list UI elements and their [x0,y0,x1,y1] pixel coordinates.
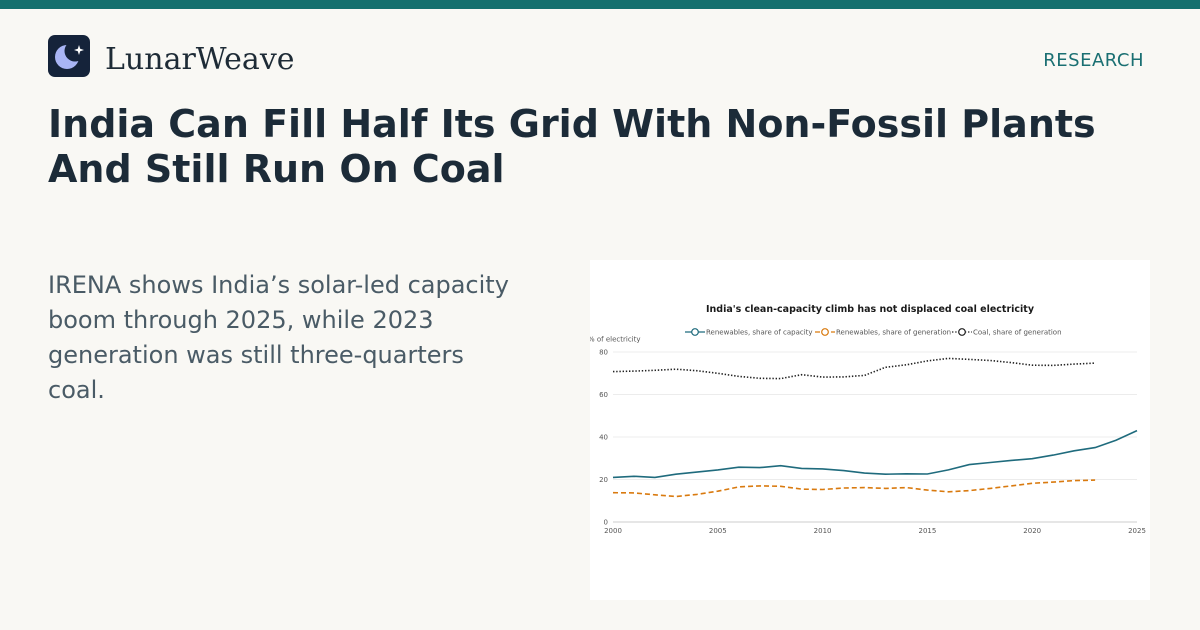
x-tick-label-2020: 2020 [1023,527,1041,535]
y-tick-label-20: 20 [599,476,608,484]
chart-card: India's clean-capacity climb has not dis… [590,260,1150,600]
category-tag[interactable]: RESEARCH [1043,50,1144,71]
y-axis-ticks: 0 20 40 60 80 [599,349,608,527]
legend-label-0: Renewables, share of capacity [706,329,813,337]
x-tick-label-2010: 2010 [814,527,832,535]
legend-item-0: Renewables, share of capacity [685,328,813,337]
article-subtitle: IRENA shows India’s solar-led capacity b… [48,271,509,404]
x-tick-label-2000: 2000 [604,527,622,535]
legend-label-1: Renewables, share of generation [836,329,951,337]
x-tick-label-2025: 2025 [1128,527,1146,535]
legend-item-1: Renewables, share of generation [815,328,951,337]
chart-legend: Renewables, share of capacity Renewables,… [685,328,1062,337]
y-tick-label-60: 60 [599,391,608,399]
brand-logo[interactable] [48,35,90,77]
legend-marker-2 [958,328,966,336]
legend-marker-1 [821,328,829,336]
chart-series [612,357,1138,498]
legend-marker-0 [691,328,699,336]
article-headline: India Can Fill Half Its Grid With Non-Fo… [48,102,1096,191]
chart-grid [613,351,1137,523]
y-tick-label-80: 80 [599,349,608,357]
chart-title: India's clean-capacity climb has not dis… [706,304,1035,315]
legend-item-2: Coal, share of generation [952,328,1062,337]
y-axis-label: % of electricity [590,336,641,344]
y-tick-label-40: 40 [599,434,608,442]
legend-label-2: Coal, share of generation [973,329,1062,337]
top-accent-bar [0,0,1200,9]
series-line-2 [612,357,1096,380]
x-tick-label-2005: 2005 [709,527,727,535]
brand-name[interactable]: LunarWeave [105,42,295,77]
x-tick-label-2015: 2015 [918,527,936,535]
line-chart: India's clean-capacity climb has not dis… [590,304,1146,535]
series-line-1 [612,479,1096,498]
x-axis-ticks: 2000 2005 2010 2015 2020 2025 [604,527,1146,535]
y-tick-label-0: 0 [604,519,608,527]
series-line-0 [612,429,1138,479]
crescent-moon-star-icon [55,40,86,69]
